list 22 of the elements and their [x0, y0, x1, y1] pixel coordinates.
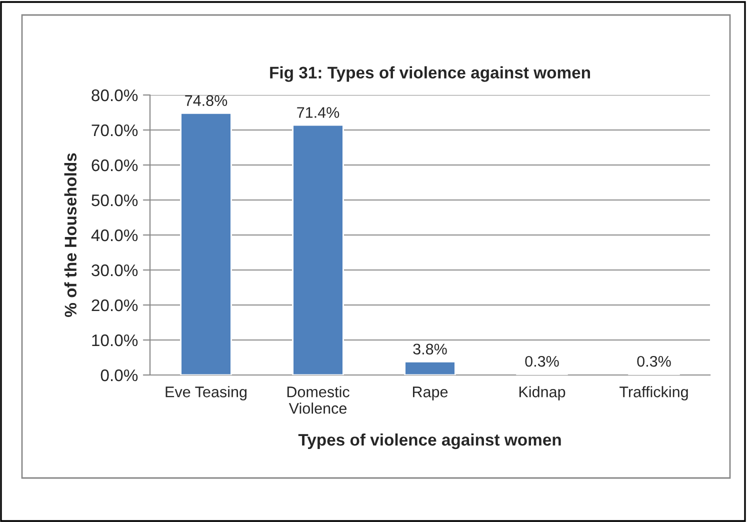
y-tick-label: 50.0%	[92, 194, 138, 206]
y-tick-label: 20.0%	[92, 299, 138, 312]
data-label: 0.3%	[525, 356, 559, 367]
y-tick-label: 60.0%	[92, 159, 138, 172]
y-tick-label: 30.0%	[92, 264, 138, 276]
data-label: 0.3%	[637, 356, 671, 367]
data-label: 71.4%	[297, 107, 340, 118]
y-tick-label: 10.0%	[92, 334, 138, 346]
data-label: 3.8%	[413, 344, 447, 355]
y-axis-title: % of the Households	[64, 153, 77, 317]
chart-title: Fig 31: Types of violence against women	[270, 66, 590, 82]
y-tick-label: 0.0%	[100, 369, 138, 382]
x-tick-label: Eve Teasing	[166, 386, 246, 400]
x-axis-title: Types of violence against women	[298, 433, 561, 450]
x-tick-label: Kidnap	[519, 386, 566, 400]
x-tick-label: Trafficking	[620, 386, 688, 400]
data-label: 74.8%	[185, 95, 228, 106]
y-tick-label: 70.0%	[92, 124, 138, 136]
y-tick-label: 80.0%	[92, 89, 138, 102]
y-tick-label: 40.0%	[91, 229, 138, 242]
x-tick-label: Domestic Violence	[287, 386, 350, 414]
x-tick-label: Rape	[412, 386, 448, 400]
